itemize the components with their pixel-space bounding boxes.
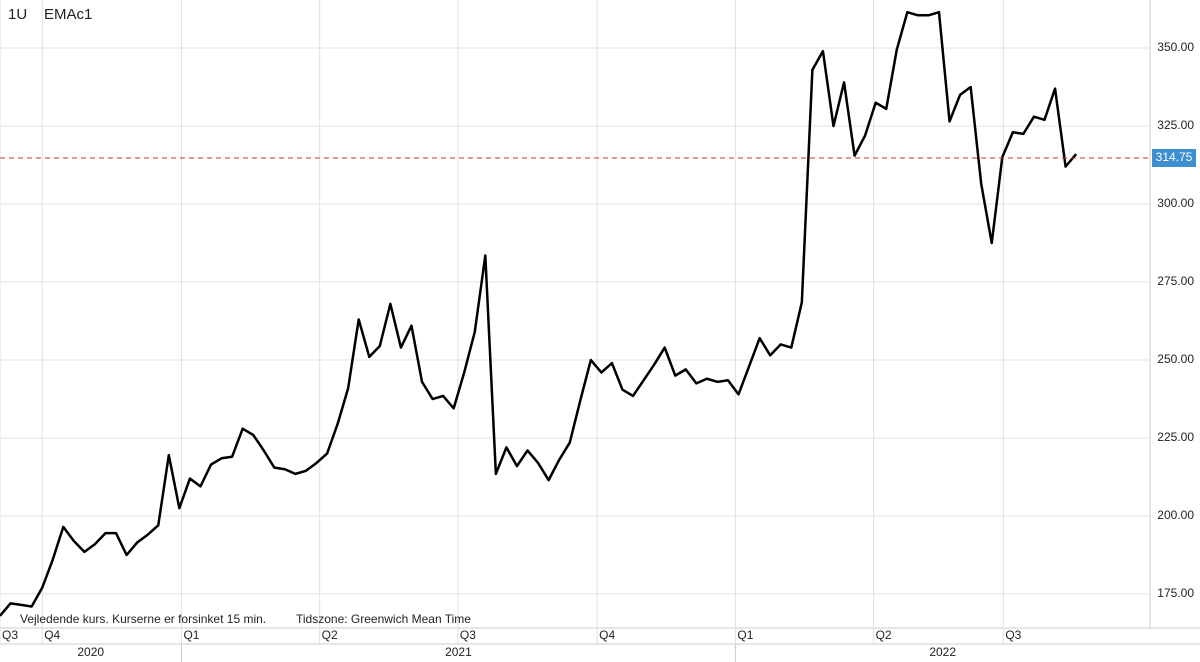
price-line: [0, 10, 1078, 617]
y-tick-label: 200.00: [1157, 508, 1194, 522]
y-tick-label: 325.00: [1157, 118, 1194, 132]
footnote: Vejledende kurs. Kurserne er forsinket 1…: [20, 612, 266, 626]
x-tick-label: Q2: [876, 628, 892, 642]
last-price-label: 314.75: [1156, 150, 1193, 164]
y-tick-label: 250.00: [1157, 352, 1194, 366]
last-price-box: [1152, 149, 1196, 168]
x-tick-label: Q4: [599, 628, 615, 642]
year-label: 2021: [445, 645, 472, 659]
y-tick-label: 225.00: [1157, 430, 1194, 444]
y-tick-label: 300.00: [1157, 196, 1194, 210]
x-tick-label: Q3: [1005, 628, 1021, 642]
year-label: 2022: [929, 645, 956, 659]
year-label: 2020: [77, 645, 104, 659]
x-tick-label: Q1: [183, 628, 199, 642]
x-tick-label: Q2: [322, 628, 338, 642]
y-tick-label: 350.00: [1157, 40, 1194, 54]
timezone: Tidszone: Greenwich Mean Time: [296, 612, 471, 626]
y-tick-label: 175.00: [1157, 586, 1194, 600]
x-tick-label: Q3: [2, 628, 18, 642]
x-tick-label: Q3: [460, 628, 476, 642]
y-tick-label: 275.00: [1157, 274, 1194, 288]
instrument-name: EMAc1: [44, 6, 92, 23]
x-tick-label: Q1: [737, 628, 753, 642]
symbol: 1U: [8, 6, 27, 23]
x-tick-label: Q4: [44, 628, 60, 642]
